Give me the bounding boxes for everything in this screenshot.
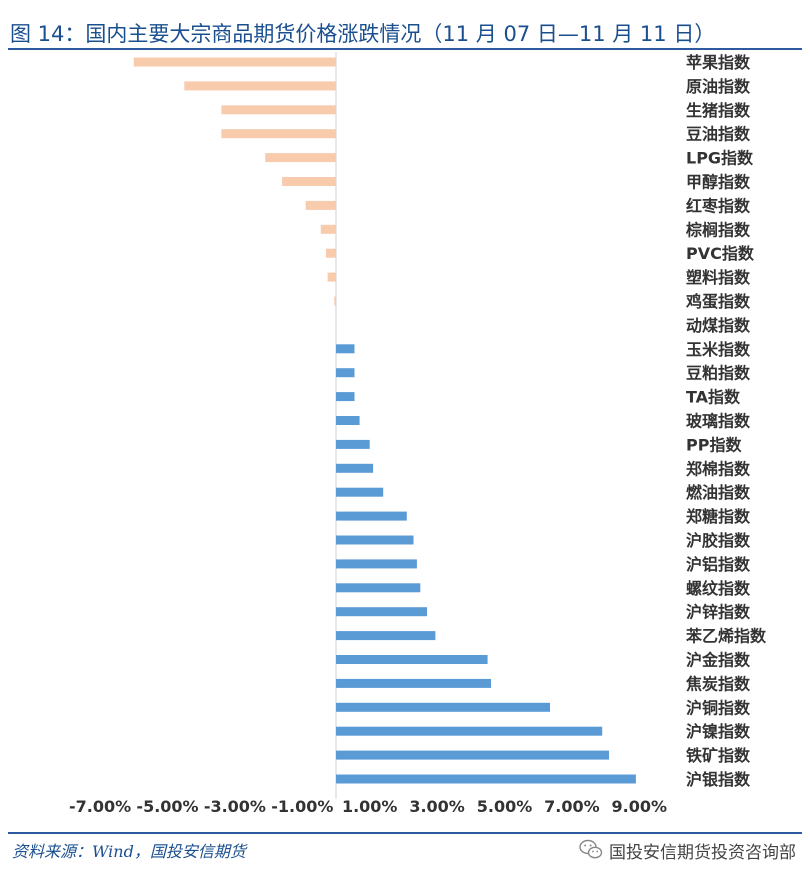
x-tick-label: 9.00% <box>612 797 668 816</box>
bar <box>336 726 603 736</box>
x-tick-label: -1.00% <box>271 797 333 816</box>
category-label: PVC指数 <box>686 244 755 263</box>
bar <box>336 607 427 617</box>
category-label: 燃油指数 <box>686 483 751 502</box>
bar <box>336 487 384 497</box>
bar <box>336 416 360 425</box>
brand-label: 国投安信期货投资咨询部 <box>609 842 796 863</box>
bar <box>265 153 336 163</box>
wechat-icon <box>579 839 603 859</box>
figure-title: 图 14：国内主要大宗商品期货价格涨跌情况（11 月 07 日—11 月 11 … <box>10 22 716 46</box>
category-label: 铁矿指数 <box>686 746 751 765</box>
bar <box>336 439 370 449</box>
category-label: PP指数 <box>686 435 742 454</box>
bar <box>184 81 336 91</box>
category-label: 玉米指数 <box>686 340 751 359</box>
footer-divider <box>8 832 802 834</box>
category-label: 沪铝指数 <box>686 555 751 574</box>
bar <box>221 129 336 139</box>
bar <box>282 177 336 186</box>
category-label: 沪镍指数 <box>686 722 751 741</box>
category-label: 郑糖指数 <box>686 507 751 526</box>
bar <box>336 631 436 641</box>
bar <box>336 559 417 569</box>
bar <box>336 655 488 664</box>
category-label: 沪胶指数 <box>686 531 751 550</box>
category-label: 豆油指数 <box>686 125 751 144</box>
category-label: TA指数 <box>686 388 741 407</box>
bar <box>221 105 336 115</box>
category-label: 沪金指数 <box>686 651 751 670</box>
x-tick-label: 5.00% <box>477 797 533 816</box>
bar <box>336 678 491 688</box>
category-label: 郑棉指数 <box>686 459 751 478</box>
bar <box>334 296 336 306</box>
category-label: 原油指数 <box>686 77 751 96</box>
category-label: 焦炭指数 <box>685 674 751 693</box>
bar <box>336 392 355 402</box>
brand-signature: 国投安信期货投资咨询部 <box>579 836 796 864</box>
category-label: 螺纹指数 <box>686 579 751 598</box>
category-label: 苯乙烯指数 <box>685 627 767 646</box>
x-tick-label: -3.00% <box>204 797 266 816</box>
category-label: 塑料指数 <box>686 268 751 287</box>
category-label: 沪银指数 <box>686 770 751 789</box>
x-tick-label: 1.00% <box>342 797 398 816</box>
x-tick-label: -7.00% <box>69 797 131 816</box>
bar <box>336 774 636 784</box>
x-tick-label: 7.00% <box>544 797 600 816</box>
bar <box>133 57 336 67</box>
bar <box>336 368 355 378</box>
category-label: 玻璃指数 <box>686 412 751 431</box>
bar <box>336 583 421 593</box>
x-tick-label: 3.00% <box>409 797 465 816</box>
category-label: 生猪指数 <box>686 101 751 120</box>
bar <box>320 224 336 234</box>
bar <box>305 200 336 210</box>
bar <box>336 511 407 521</box>
category-label: 棕榈指数 <box>686 220 751 239</box>
category-label: 沪锌指数 <box>686 603 751 622</box>
category-label: LPG指数 <box>686 149 754 168</box>
bar <box>336 535 414 545</box>
bar <box>336 750 609 760</box>
x-tick-label: -5.00% <box>136 797 198 816</box>
bar <box>325 248 336 258</box>
category-label: 红枣指数 <box>686 196 751 215</box>
bar <box>327 272 336 282</box>
bar <box>336 463 374 473</box>
title-divider <box>8 48 802 50</box>
bar <box>336 702 550 712</box>
category-label: 甲醇指数 <box>686 173 751 192</box>
category-label: 鸡蛋指数 <box>685 292 751 311</box>
bar <box>336 344 355 354</box>
category-label: 豆粕指数 <box>686 364 751 383</box>
source-note: 资料来源：Wind，国投安信期货 <box>12 842 246 861</box>
category-label: 沪铜指数 <box>686 698 751 717</box>
category-label: 动煤指数 <box>686 316 751 335</box>
category-label: 苹果指数 <box>686 53 751 72</box>
